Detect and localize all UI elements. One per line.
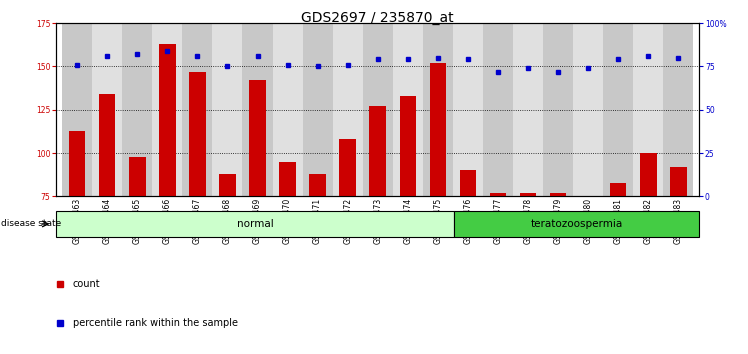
Bar	[399, 96, 416, 196]
Text: count: count	[73, 279, 100, 289]
Bar	[573, 23, 603, 196]
Bar	[159, 44, 176, 196]
Bar	[99, 94, 115, 196]
Bar	[543, 23, 573, 196]
Bar	[310, 174, 326, 196]
Bar	[62, 23, 92, 196]
Bar	[340, 139, 356, 196]
Bar	[129, 156, 146, 196]
Bar	[92, 23, 122, 196]
Bar	[249, 80, 266, 196]
Bar	[122, 23, 153, 196]
Bar	[303, 23, 333, 196]
Bar	[550, 193, 566, 196]
Bar	[634, 23, 663, 196]
Bar	[429, 63, 446, 196]
Bar	[483, 23, 513, 196]
Bar	[423, 23, 453, 196]
Bar	[370, 106, 386, 196]
Text: percentile rank within the sample: percentile rank within the sample	[73, 318, 238, 328]
Bar	[513, 23, 543, 196]
Text: disease state: disease state	[1, 219, 61, 228]
Bar	[69, 131, 85, 196]
Bar	[490, 193, 506, 196]
Text: normal: normal	[237, 219, 274, 229]
Bar	[670, 167, 687, 196]
Bar	[153, 23, 183, 196]
Bar	[454, 211, 699, 237]
Bar	[56, 211, 454, 237]
Bar	[272, 23, 303, 196]
Bar	[610, 183, 627, 196]
Bar	[640, 153, 657, 196]
Bar	[603, 23, 634, 196]
Bar	[279, 162, 295, 196]
Bar	[219, 174, 236, 196]
Bar	[393, 23, 423, 196]
Bar	[183, 23, 212, 196]
Bar	[460, 170, 476, 196]
Bar	[189, 72, 206, 196]
Bar	[363, 23, 393, 196]
Text: GDS2697 / 235870_at: GDS2697 / 235870_at	[301, 11, 454, 25]
Bar	[333, 23, 363, 196]
Bar	[242, 23, 272, 196]
Bar	[453, 23, 483, 196]
Text: teratozoospermia: teratozoospermia	[531, 219, 623, 229]
Bar	[663, 23, 693, 196]
Bar	[520, 193, 536, 196]
Bar	[212, 23, 242, 196]
